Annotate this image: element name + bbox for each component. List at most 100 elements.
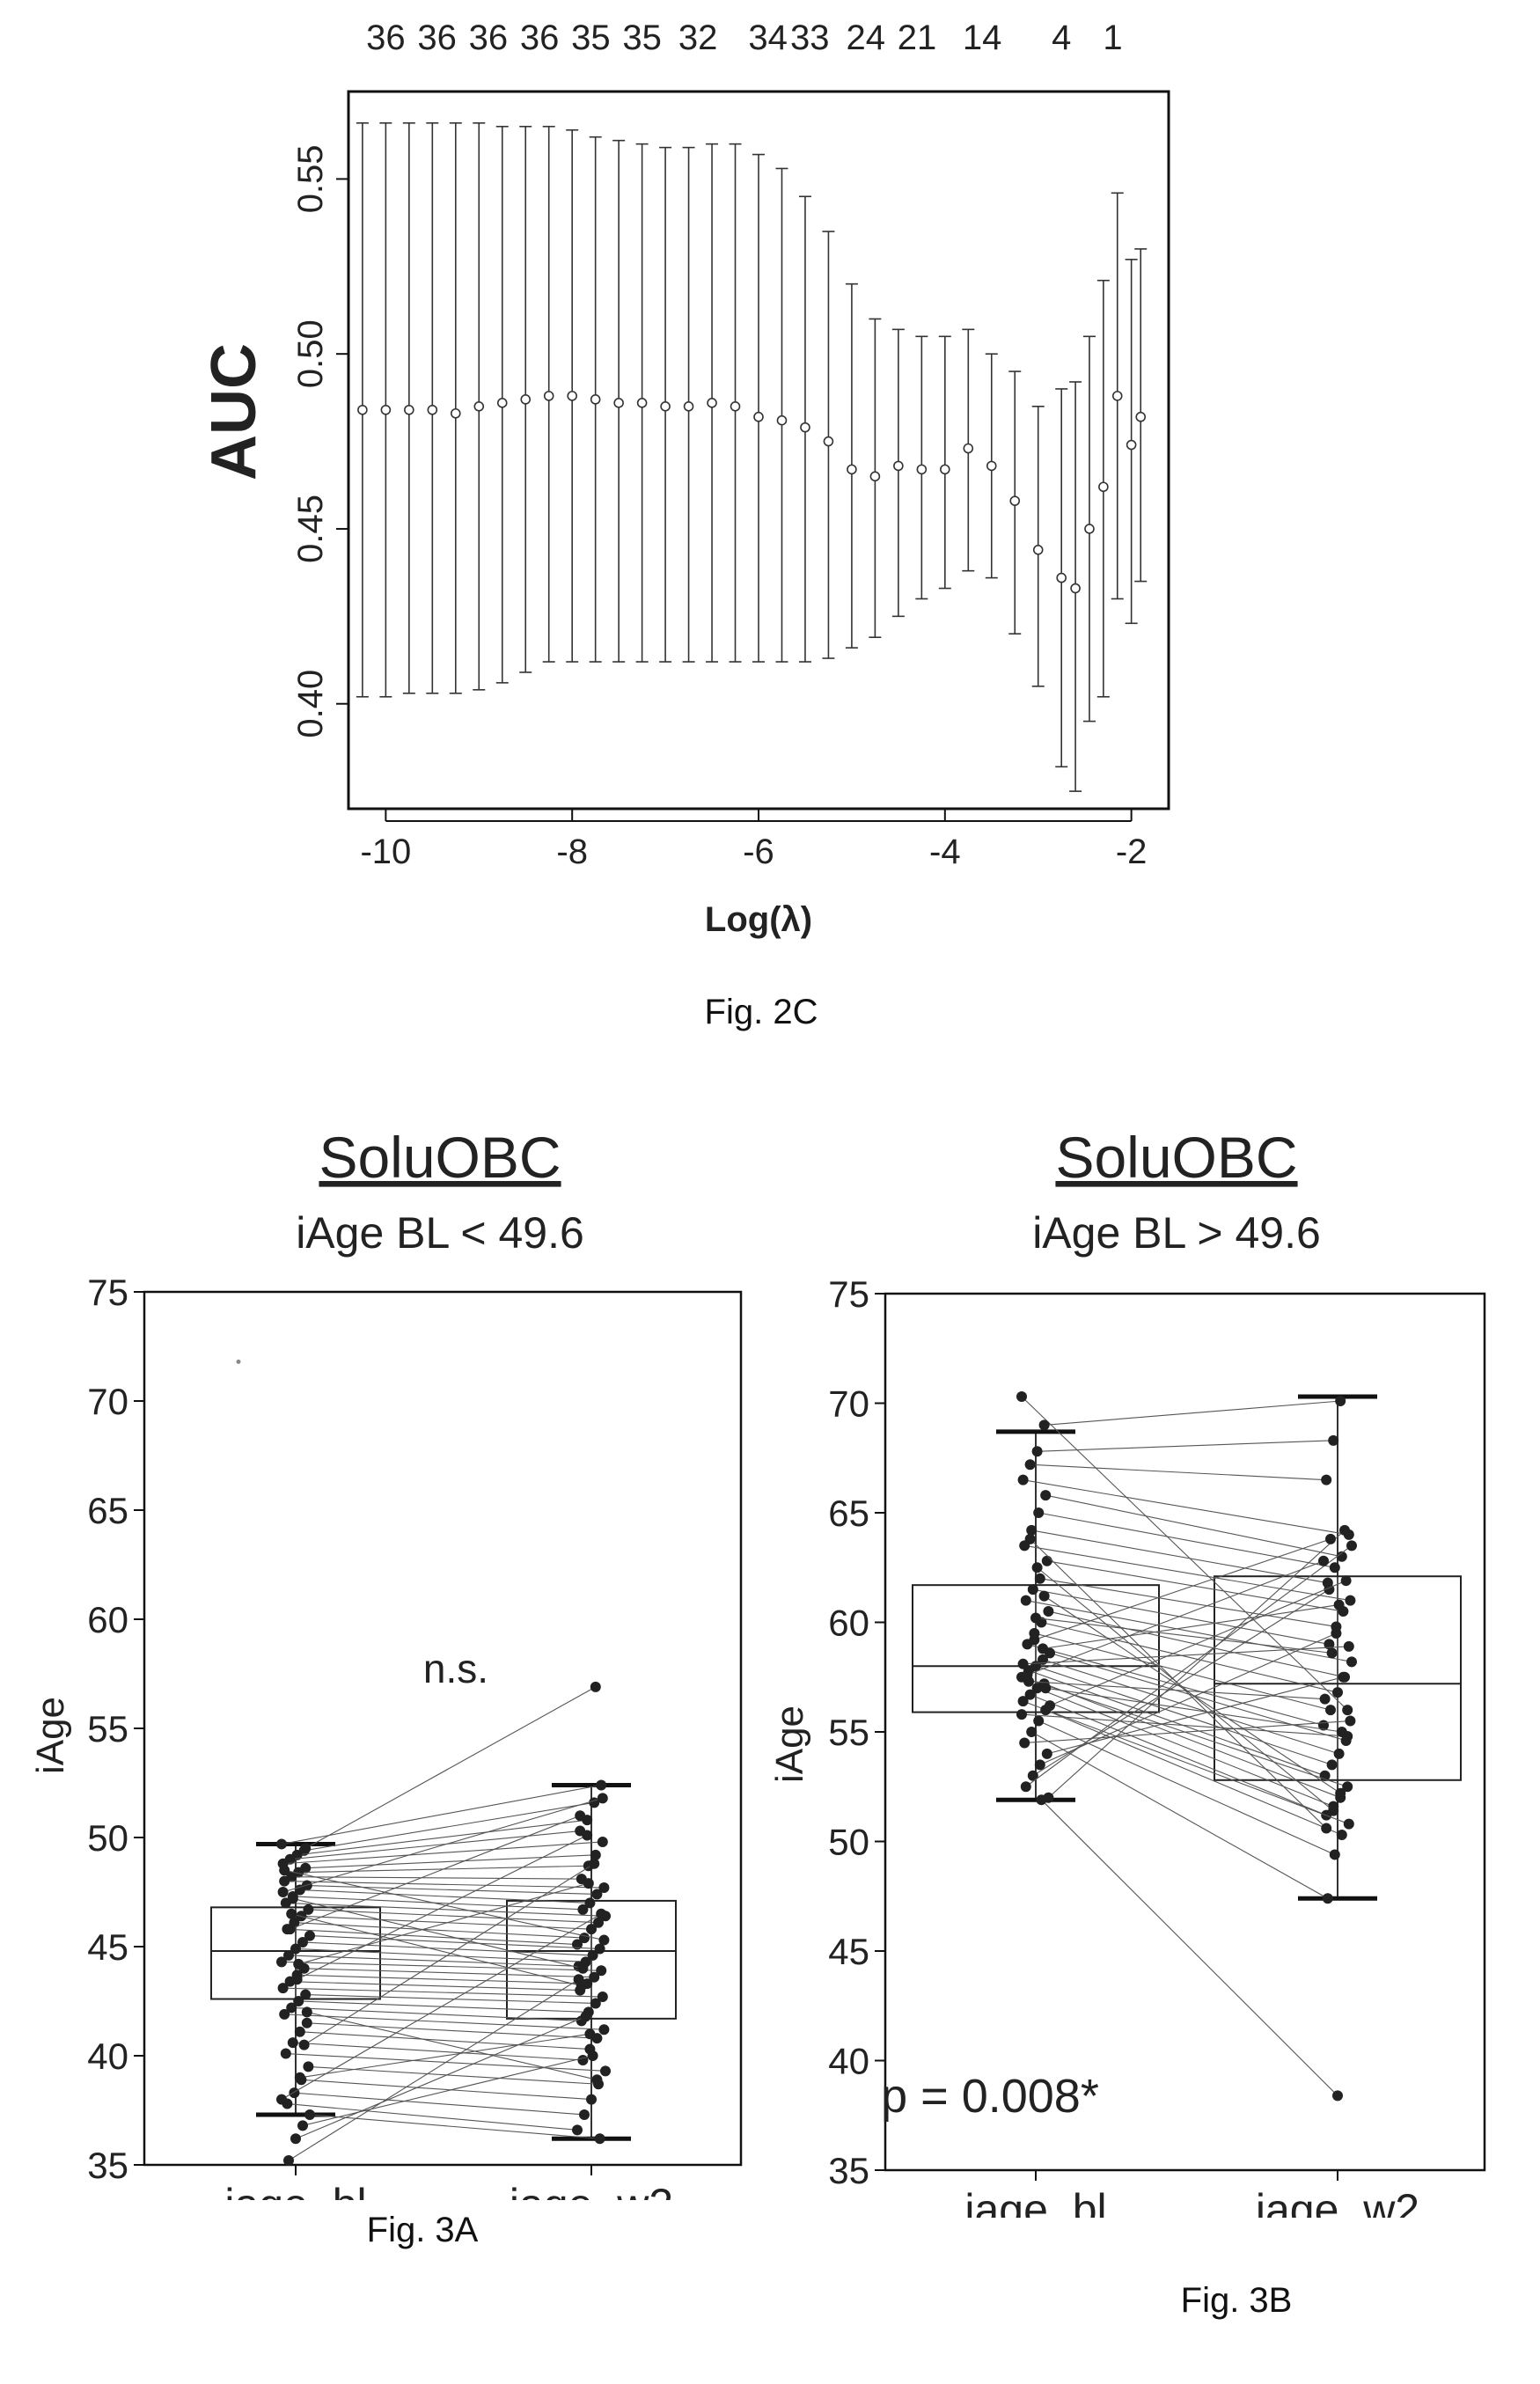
fig3a-point (300, 1843, 312, 1854)
fig3b-pair-line (1030, 1694, 1327, 1816)
fig2c-point (730, 401, 741, 412)
fig3b-point (1031, 1446, 1043, 1457)
fig2c-point (543, 391, 554, 401)
fig3b-point (1041, 1555, 1052, 1566)
fig3b-chart: SoluOBC iAge BL > 49.6 35 40 45 50 55 60 65 70 7… (770, 1125, 1486, 2218)
fig3a-point (593, 1917, 604, 1928)
fig3b-point (1024, 1533, 1036, 1544)
fig3a-point (598, 1882, 610, 1894)
fig3b-point (1328, 1805, 1339, 1816)
fig3a-point (600, 2065, 611, 2077)
fig2c-point (567, 391, 577, 401)
fig3a-point (584, 1897, 596, 1909)
fig2c-point (357, 404, 368, 415)
fig2c-top-label: 35 (622, 18, 662, 57)
fig2c-point (776, 414, 788, 426)
fig2c-point (1098, 481, 1109, 493)
fig3b-pair-line (1028, 1669, 1325, 1777)
fig2c-point (496, 398, 508, 408)
fig3a-point (279, 1865, 290, 1876)
fig2c-point (823, 436, 834, 447)
fig3a-point (572, 2124, 583, 2136)
fig3a-title: SoluOBC (319, 1125, 561, 1190)
fig2c-point (1111, 391, 1123, 401)
fig3a-pair-line (292, 1897, 583, 1970)
fig3a-point (287, 1893, 298, 1904)
fig3b-point (1027, 1770, 1038, 1781)
fig2c-point (847, 464, 857, 475)
fig3b-point (1326, 1647, 1338, 1659)
fig3a-ytick-label: 40 (87, 2036, 128, 2077)
fig2c-point (986, 460, 997, 472)
fig2c-axes: -10 -8 -6 -4 -2 0.40 0.45 0.50 0.55 (291, 144, 1147, 871)
fig3a-pair-line (295, 2015, 586, 2139)
fig3b-point (1031, 1683, 1043, 1694)
fig3b-point (1029, 1634, 1040, 1646)
fig2c-point (893, 460, 904, 472)
fig3b-pair-line (1044, 1683, 1341, 1799)
fig2c-chart: 36 36 36 36 35 35 32 34 33 24 21 14 4 1 -10 -8 -6 -4 -2 0.… (199, 18, 1170, 939)
fig3b-pair-line (1041, 1799, 1338, 2096)
fig3a-point (576, 1980, 587, 1992)
fig3a-pair-line (282, 1987, 603, 1998)
fig3b-pair-line (1045, 1494, 1342, 1558)
fig3b-pair-line (1035, 1665, 1332, 1765)
fig3b-pair-line (1038, 1512, 1335, 1568)
fig3b-point (1322, 1893, 1333, 1904)
fig3b-point (1033, 1507, 1045, 1518)
fig3a-pair-line (301, 2079, 592, 2101)
fig2c-point (404, 404, 414, 415)
fig3b-point (1030, 1612, 1041, 1624)
fig3b-subtitle: iAge BL > 49.6 (1032, 1208, 1321, 1258)
fig3a-point (572, 1939, 583, 1950)
fig2c-top-label: 34 (748, 18, 788, 57)
fig3b-ytick-label: 35 (828, 2150, 869, 2191)
fig2c-point (683, 401, 694, 412)
fig3b-point (1335, 1396, 1346, 1407)
fig3b-point (1325, 1705, 1336, 1716)
fig3a-point (577, 1904, 589, 1915)
fig3a-pair-line (306, 1885, 598, 1896)
fig3a-point (587, 2050, 598, 2061)
fig3a-pair-line (287, 2103, 578, 2131)
fig2c-top-label: 14 (963, 18, 1002, 57)
fig3b-point (1040, 1490, 1052, 1501)
fig3a-point (290, 2133, 301, 2145)
fig3b-point (1326, 1759, 1338, 1771)
fig3b-pair-line (1027, 1643, 1324, 1727)
fig2c-top-labels: 36 36 36 36 35 35 32 34 33 24 21 14 4 1 (366, 18, 1122, 57)
fig3a-pair-line (291, 1913, 582, 1987)
fig2c-point (707, 398, 717, 408)
fig3b-point (1342, 1781, 1353, 1793)
fig3b-point (1346, 1540, 1357, 1551)
fig3a-plot-frame (143, 1290, 743, 2167)
fig3a-point (300, 1989, 312, 2000)
fig3a-point (277, 1887, 289, 1897)
fig2c-point (1056, 572, 1067, 583)
fig3a-outlier (236, 1359, 241, 1364)
fig3a-chart: SoluOBC iAge BL < 49.6 35 40 45 50 55 60 65 70 7… (29, 1125, 743, 2200)
fig3b-point (1020, 1781, 1031, 1793)
fig3a-point (283, 2155, 294, 2167)
fig3a-point (294, 2026, 305, 2037)
fig3b-pair-line (1039, 1632, 1337, 1765)
fig3a-point (298, 2039, 310, 2050)
fig3a-pair-line (304, 1968, 595, 1978)
fig3a-pair-line (298, 2000, 589, 2013)
fig3b-ytick-label: 55 (828, 1712, 869, 1753)
fig3b-point (1023, 1676, 1034, 1687)
fig3a-pair-line (281, 1961, 602, 1971)
fig3a-point (590, 1998, 601, 2009)
fig3a-point (590, 1849, 601, 1860)
fig3a-pair-line (305, 1994, 596, 2005)
fig3b-point (1343, 1640, 1354, 1652)
fig3a-xtick-label: iage_bl (224, 2180, 366, 2200)
fig3a-point (297, 2120, 308, 2131)
fig3b-point (1043, 1606, 1054, 1617)
fig2c-point (1135, 411, 1147, 422)
fig3b-point (1346, 1656, 1357, 1668)
fig3b-pair-line (1023, 1479, 1349, 1536)
fig3a-pair-line (309, 2114, 600, 2139)
fig3a-ylabel: iAge (29, 1697, 72, 1774)
fig3a-pair-line (294, 2092, 585, 2116)
